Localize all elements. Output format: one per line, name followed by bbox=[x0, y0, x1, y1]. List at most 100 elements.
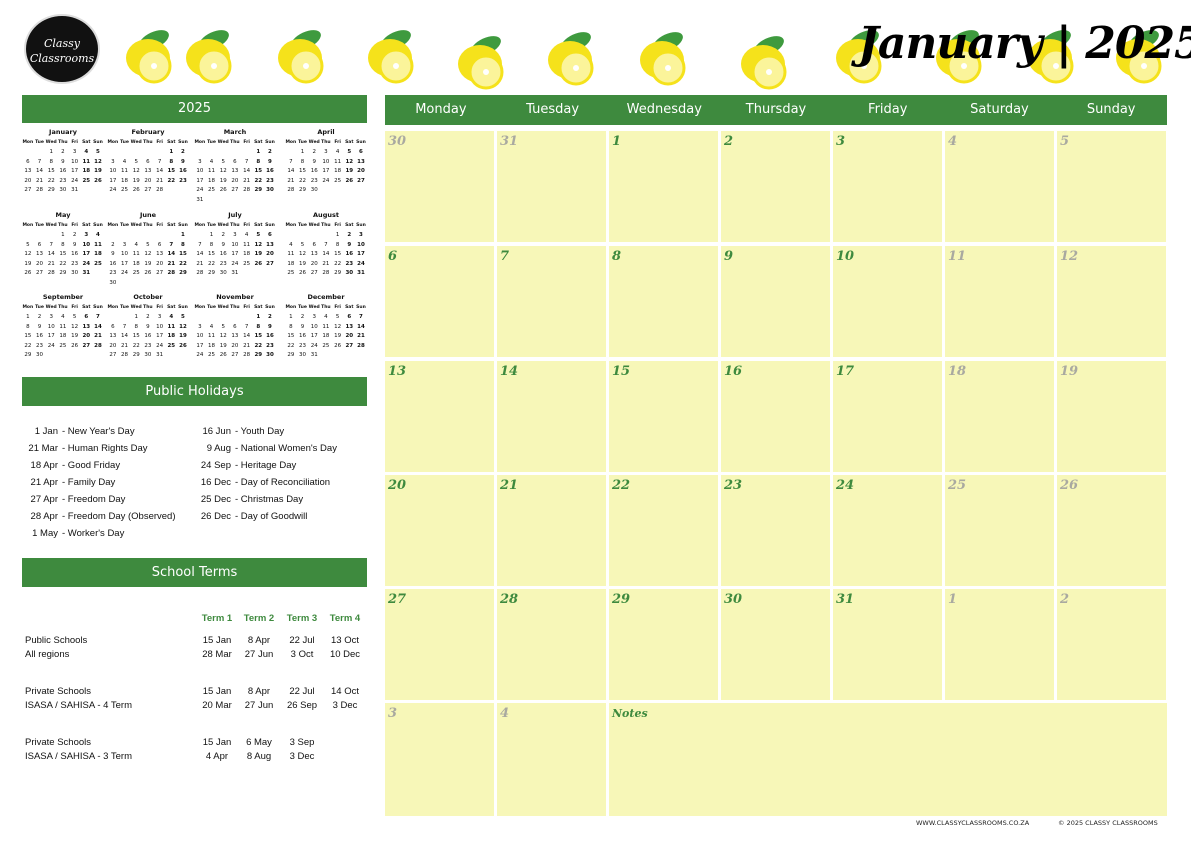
day-number: 26 bbox=[1060, 478, 1079, 493]
day-cell[interactable]: 21 bbox=[497, 475, 606, 586]
day-cell[interactable]: 9 bbox=[721, 246, 830, 357]
day-cell[interactable]: 18 bbox=[945, 361, 1054, 472]
day-cell[interactable]: 17 bbox=[833, 361, 942, 472]
mini-week: 6 7 8 9 10 11 12 bbox=[22, 157, 104, 167]
mini-day: 1 bbox=[256, 149, 261, 156]
day-cell[interactable]: 22 bbox=[609, 475, 718, 586]
day-number: 14 bbox=[500, 364, 519, 379]
mini-weekday: Fri bbox=[71, 305, 78, 311]
mini-weekday: Thu bbox=[143, 140, 153, 146]
mini-day: 21 bbox=[357, 333, 365, 340]
day-cell[interactable]: 30 bbox=[385, 131, 494, 242]
mini-day: 28 bbox=[357, 342, 365, 349]
day-cell[interactable]: 13 bbox=[385, 361, 494, 472]
mini-day: 6 bbox=[84, 314, 89, 321]
mini-month: November Mon Tue Wed Thu Fri Sat Sun 1 2 3 4 5 6 7 8 9 10… bbox=[194, 293, 276, 360]
lemon-icon bbox=[278, 30, 324, 84]
mini-day: 10 bbox=[121, 251, 129, 258]
day-cell[interactable]: 11 bbox=[945, 246, 1054, 357]
mini-day: 10 bbox=[109, 168, 117, 175]
mini-day: 24 bbox=[47, 342, 55, 349]
day-cell[interactable]: 23 bbox=[721, 475, 830, 586]
mini-day: 7 bbox=[198, 241, 202, 248]
mini-day: 27 bbox=[357, 177, 365, 184]
day-cell[interactable]: 6 bbox=[385, 246, 494, 357]
day-cell[interactable]: 1 bbox=[945, 589, 1054, 700]
day-cell[interactable]: 19 bbox=[1057, 361, 1166, 472]
notes-area[interactable]: Notes bbox=[609, 703, 1167, 816]
mini-week: 10 11 12 13 14 15 16 bbox=[194, 332, 276, 342]
mini-day: 13 bbox=[144, 168, 152, 175]
mini-week: 21 22 23 24 25 26 27 bbox=[285, 176, 367, 186]
day-cell[interactable]: 28 bbox=[497, 589, 606, 700]
mini-weekday: Wed bbox=[308, 223, 320, 229]
mini-month-title: November bbox=[216, 293, 254, 301]
day-cell[interactable]: 4 bbox=[945, 131, 1054, 242]
day-cell[interactable]: 5 bbox=[1057, 131, 1166, 242]
mini-day: 13 bbox=[109, 333, 117, 340]
day-cell[interactable]: 14 bbox=[497, 361, 606, 472]
mini-day: 19 bbox=[132, 177, 140, 184]
weekday-thursday: Thursday bbox=[745, 102, 807, 117]
day-cell[interactable]: 12 bbox=[1057, 246, 1166, 357]
day-cell[interactable]: 4 bbox=[497, 703, 606, 816]
day-cell[interactable]: 25 bbox=[945, 475, 1054, 586]
mini-day: 14 bbox=[243, 168, 251, 175]
mini-day: 8 bbox=[300, 158, 305, 165]
day-cell[interactable]: 2 bbox=[1057, 589, 1166, 700]
mini-day: 6 bbox=[359, 149, 363, 156]
day-cell[interactable]: 10 bbox=[833, 246, 942, 357]
mini-day: 26 bbox=[219, 187, 227, 194]
mini-day: 5 bbox=[300, 241, 305, 248]
mini-day: 20 bbox=[36, 260, 44, 267]
mini-week: 14 15 16 17 18 19 20 bbox=[285, 167, 367, 177]
mini-day: 6 bbox=[233, 158, 237, 165]
mini-day: 6 bbox=[312, 241, 316, 248]
day-cell[interactable]: 3 bbox=[833, 131, 942, 242]
day-number: 17 bbox=[836, 364, 855, 379]
day-cell[interactable]: 16 bbox=[721, 361, 830, 472]
term-date: 26 Sep bbox=[286, 700, 318, 711]
day-cell[interactable]: 2 bbox=[721, 131, 830, 242]
day-cell[interactable]: 3 bbox=[385, 703, 494, 816]
mini-week: 20 21 22 23 24 25 26 bbox=[22, 176, 104, 186]
mini-day: 2 bbox=[268, 149, 272, 156]
day-cell[interactable]: 8 bbox=[609, 246, 718, 357]
day-cell[interactable]: 31 bbox=[497, 131, 606, 242]
mini-day: 25 bbox=[132, 270, 140, 277]
day-number: 24 bbox=[836, 478, 855, 493]
mini-day: 13 bbox=[357, 158, 365, 165]
mini-weekday-row: Mon Tue Wed Thu Fri Sat Sun bbox=[22, 138, 104, 148]
day-cell[interactable]: 24 bbox=[833, 475, 942, 586]
day-cell[interactable]: 29 bbox=[609, 589, 718, 700]
mini-day: 30 bbox=[109, 279, 117, 286]
mini-day: 3 bbox=[49, 314, 53, 321]
holiday-date: 21 Mar bbox=[28, 443, 58, 454]
mini-day: 14 bbox=[243, 333, 251, 340]
mini-day: 16 bbox=[179, 168, 187, 175]
weekday-saturday: Saturday bbox=[970, 102, 1029, 117]
mini-day: 25 bbox=[243, 260, 251, 267]
mini-week: 17 18 19 20 21 22 23 bbox=[194, 341, 276, 351]
day-cell[interactable]: 31 bbox=[833, 589, 942, 700]
holiday-name: - Good Friday bbox=[62, 460, 121, 471]
day-cell[interactable]: 26 bbox=[1057, 475, 1166, 586]
day-cell[interactable]: 20 bbox=[385, 475, 494, 586]
mini-day: 4 bbox=[84, 149, 89, 156]
day-number: 27 bbox=[388, 592, 407, 607]
mini-weekday: Tue bbox=[298, 223, 307, 229]
mini-day: 9 bbox=[37, 323, 42, 330]
mini-day: 15 bbox=[59, 251, 67, 258]
mini-day: 26 bbox=[179, 342, 187, 349]
day-cell[interactable]: 27 bbox=[385, 589, 494, 700]
mini-day: 12 bbox=[24, 251, 32, 258]
day-cell[interactable]: 1 bbox=[609, 131, 718, 242]
mini-day: 19 bbox=[24, 260, 32, 267]
mini-day: 17 bbox=[47, 333, 55, 340]
day-cell[interactable]: 15 bbox=[609, 361, 718, 472]
mini-day: 17 bbox=[231, 251, 239, 258]
day-number: 16 bbox=[724, 364, 743, 379]
day-cell[interactable]: 7 bbox=[497, 246, 606, 357]
day-cell[interactable]: 30 bbox=[721, 589, 830, 700]
holiday-item: 26 Dec - Day of Goodwill bbox=[195, 508, 307, 525]
